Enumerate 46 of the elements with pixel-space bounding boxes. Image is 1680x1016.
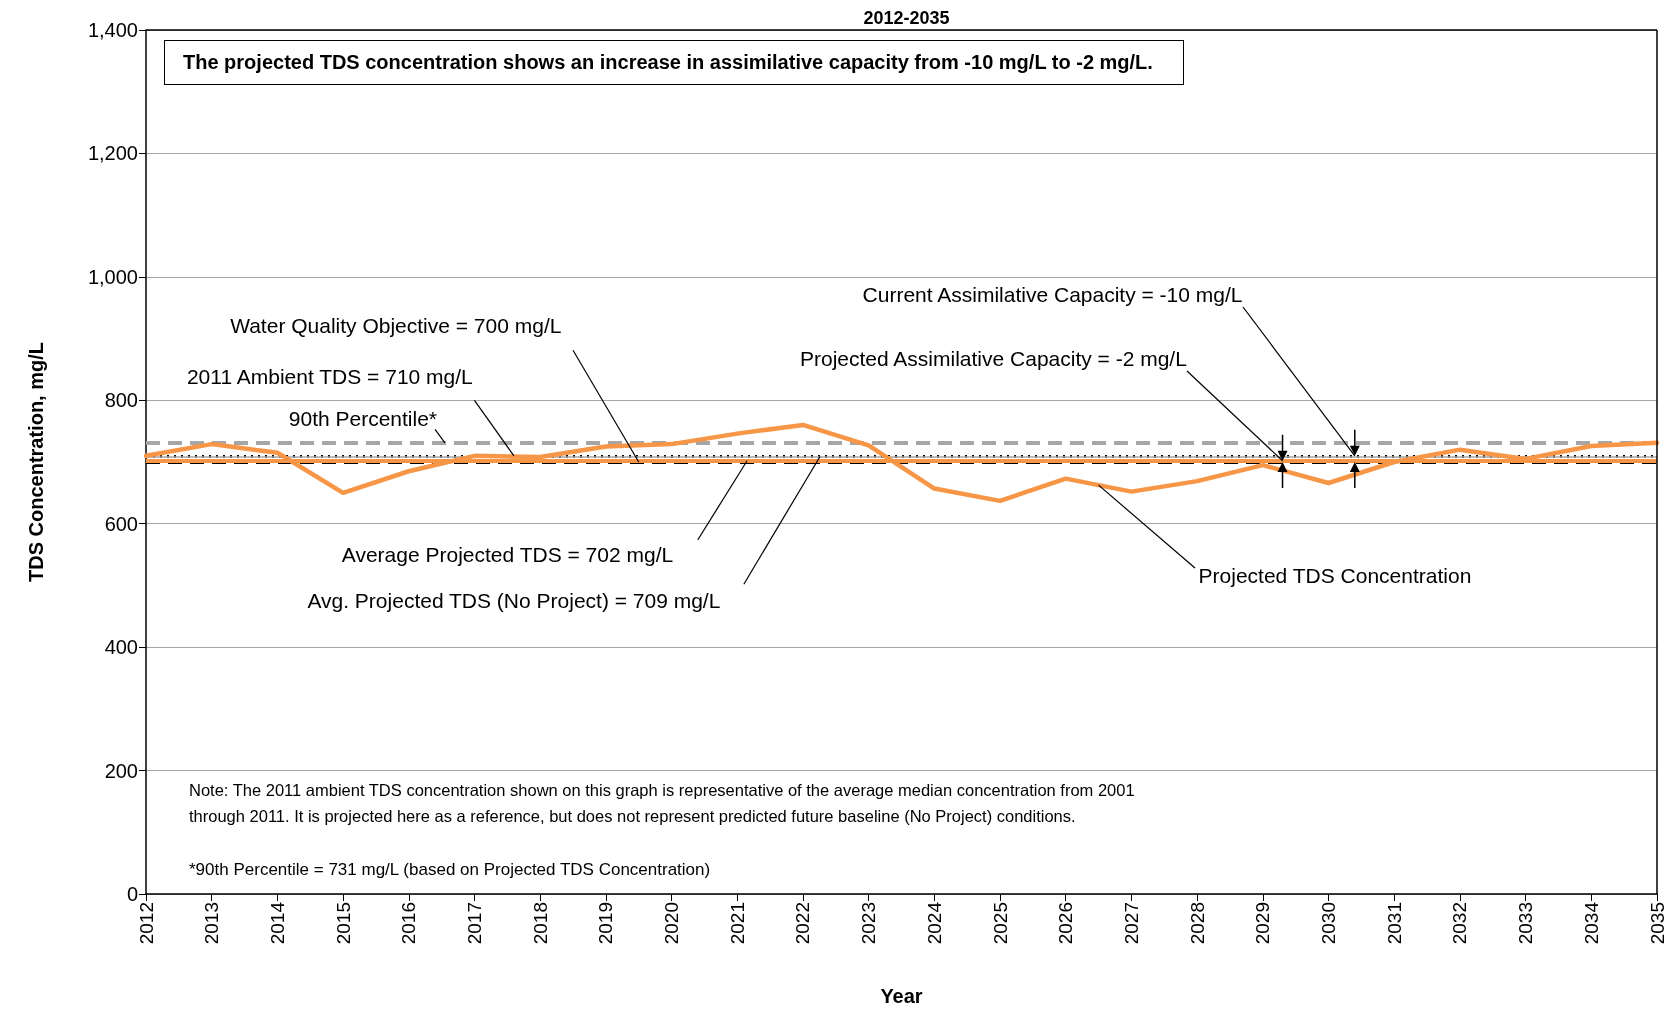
ref-line-label: Water Quality Objective = 700 mg/L xyxy=(230,314,562,339)
x-tick-label: 2016 xyxy=(398,902,420,945)
x-tick-label: 2014 xyxy=(266,901,288,945)
ref-line-label: Avg. Projected TDS (No Project) = 709 mg/L xyxy=(307,588,721,613)
annotation: Projected Assimilative Capacity = -2 mg/L xyxy=(799,346,1187,371)
x-tick-label: 2017 xyxy=(463,902,485,945)
annotation: Current Assimilative Capacity = -10 mg/L xyxy=(862,283,1243,308)
x-tick-label: 2018 xyxy=(529,902,551,945)
chart-title: 2012-2035 xyxy=(863,8,950,28)
x-tick-label: 2035 xyxy=(1646,902,1668,945)
ref-line-label: Average Projected TDS = 702 mg/L xyxy=(341,542,674,567)
x-tick-label: 2033 xyxy=(1515,902,1537,945)
y-tick-label: 1,400 xyxy=(87,19,138,41)
x-tick-label: 2012 xyxy=(135,902,157,945)
x-tick-label: 2031 xyxy=(1383,902,1405,945)
text: Projected TDS Concentration xyxy=(1198,563,1472,588)
x-tick-label: 2021 xyxy=(726,902,748,945)
y-tick-label: 600 xyxy=(104,512,138,535)
annotation: *90th Percentile = 731 mg/L (based on Projected TDS Concentration) xyxy=(189,860,711,880)
x-tick-label: 2032 xyxy=(1449,902,1471,945)
x-tick-label: 2013 xyxy=(201,902,223,945)
y-axis-title: TDS Concentration, mg/L xyxy=(25,342,47,582)
ref-line-label: 90th Percentile* xyxy=(288,406,438,431)
ref-line-label: 2011 Ambient TDS = 710 mg/L xyxy=(186,364,473,389)
y-tick-label: 200 xyxy=(104,759,138,782)
y-tick-label: 1,200 xyxy=(87,142,138,165)
x-tick-label: 2034 xyxy=(1580,901,1602,945)
y-tick-label: 1,000 xyxy=(87,265,138,288)
x-tick-label: 2030 xyxy=(1318,902,1340,945)
x-tick-label: 2027 xyxy=(1120,902,1142,945)
annotation: Note: The 2011 ambient TDS concentration shown on this graph is representative of the average median concentration from 2001 through 2011. It is projected here as a reference, but does not represent predicted future baseline (No Project) conditions. xyxy=(189,780,1136,827)
x-tick-label: 2022 xyxy=(792,902,814,945)
y-tick-label: 400 xyxy=(104,636,138,659)
x-tick-label: 2023 xyxy=(858,902,880,945)
x-tick-label: 2029 xyxy=(1252,902,1274,945)
x-tick-label: 2019 xyxy=(595,902,617,945)
x-tick-label: 2020 xyxy=(661,902,683,945)
x-tick-label: 2026 xyxy=(1055,902,1077,945)
x-tick-label: 2015 xyxy=(332,902,354,945)
x-axis-title: Year xyxy=(880,985,923,1007)
y-tick-label: 0 xyxy=(126,883,138,905)
x-tick-label: 2028 xyxy=(1186,902,1208,945)
annotation: The projected TDS concentration shows an increase in assimilative capacity from -10 mg/L to -2 mg/L. xyxy=(164,39,1184,85)
y-tick-label: 800 xyxy=(104,389,138,412)
x-tick-label: 2025 xyxy=(989,902,1011,945)
x-tick-label: 2024 xyxy=(923,901,945,945)
